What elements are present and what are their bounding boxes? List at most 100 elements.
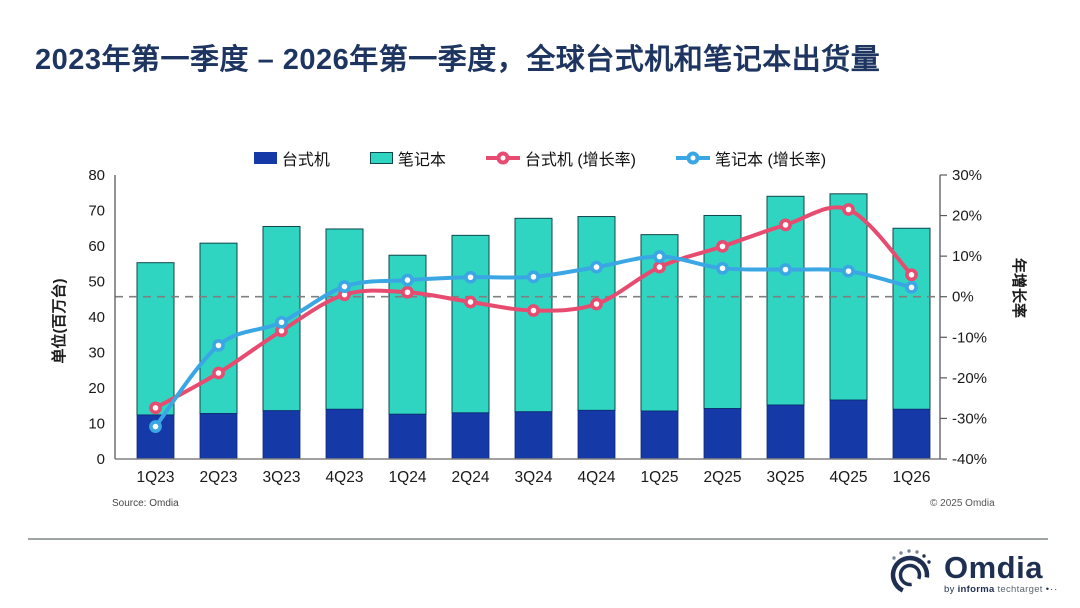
left-axis-tick-label: 20 bbox=[88, 380, 105, 397]
omdia-logo: Omdia by informa techtarget •·· bbox=[884, 546, 1058, 600]
desktop-bar-segment bbox=[577, 409, 616, 460]
desktop-growth-line-marker bbox=[401, 285, 414, 299]
x-axis-category-label: 4Q25 bbox=[830, 469, 868, 486]
desktop-growth-line-marker bbox=[527, 304, 540, 317]
desktop-bar-segment bbox=[766, 404, 805, 460]
left-axis-tick-label: 30 bbox=[88, 345, 105, 362]
legend-label: 笔记本 (增长率) bbox=[715, 152, 827, 169]
left-axis-tick-label: 80 bbox=[88, 167, 105, 184]
desktop-bar-segment bbox=[325, 408, 364, 460]
right-axis-tick-label: 30% bbox=[952, 167, 982, 184]
notebook-growth-line-marker bbox=[464, 270, 477, 284]
right-axis-title: 年增长率 bbox=[1010, 258, 1028, 318]
notebook-growth-line-marker bbox=[149, 420, 162, 433]
notebook-bar-segment bbox=[451, 234, 490, 414]
notebook-swatch-icon bbox=[369, 152, 393, 164]
desktop-growth-line-marker bbox=[212, 366, 225, 380]
desktop-growth-line-marker-icon bbox=[485, 151, 520, 165]
right-axis-tick-label: -40% bbox=[952, 451, 987, 468]
desktop-growth-line-marker bbox=[590, 297, 603, 311]
x-axis-category-label: 2Q25 bbox=[704, 469, 742, 486]
omdia-logo-icon bbox=[890, 549, 931, 595]
x-axis-category-label: 4Q23 bbox=[326, 469, 364, 486]
x-axis-category-label: 4Q24 bbox=[578, 469, 616, 486]
right-axis-tick-label: 20% bbox=[952, 208, 982, 225]
notebook-growth-line-marker bbox=[401, 273, 414, 287]
right-axis-tick-label: 10% bbox=[952, 248, 982, 265]
source-note: Source: Omdia bbox=[112, 498, 179, 509]
notebook-growth-line-marker bbox=[212, 338, 225, 352]
left-axis-title: 单位(百万台) bbox=[50, 279, 68, 364]
desktop-growth-line-marker bbox=[716, 240, 729, 253]
x-axis-category-label: 1Q23 bbox=[137, 469, 175, 486]
desktop-bar-segment bbox=[640, 410, 679, 460]
desktop-growth-line-marker bbox=[842, 203, 855, 216]
desktop-growth-line-marker bbox=[149, 401, 162, 415]
x-axis-category-label: 1Q25 bbox=[641, 469, 679, 486]
tagline-informa: informa bbox=[957, 583, 995, 595]
right-axis-tick-label: -10% bbox=[952, 329, 987, 346]
desktop-growth-line-marker bbox=[905, 268, 918, 282]
left-axis-tick-label: 50 bbox=[88, 274, 105, 291]
combo-chart: 0 10 20 30 40 50 60 70 80 -40% -30% -20% -10% 0% 10% 20… bbox=[50, 167, 1028, 486]
right-axis-tick-label: -30% bbox=[952, 410, 987, 427]
omdia-logo-text: Omdia by informa techtarget •·· bbox=[944, 552, 1058, 595]
right-axis-tick-label: -20% bbox=[952, 370, 987, 387]
notebook-growth-line-marker bbox=[905, 280, 918, 294]
copyright-note: © 2025 Omdia bbox=[930, 498, 995, 509]
notebook-bar-segment bbox=[199, 242, 238, 415]
desktop-bar-segment bbox=[703, 408, 742, 460]
legend-item-notebook-growth: 笔记本 (增长率) bbox=[676, 146, 826, 170]
tagline-techtarget: techtarget bbox=[997, 583, 1043, 595]
notebook-bar-segment bbox=[325, 228, 364, 410]
left-axis-tick-label: 0 bbox=[97, 451, 105, 468]
left-axis-tick-label: 60 bbox=[88, 238, 105, 255]
notebook-bar-segment bbox=[136, 262, 175, 416]
desktop-growth-line-marker bbox=[779, 218, 792, 232]
notebook-growth-line-marker bbox=[779, 263, 792, 276]
desktop-bar-segment bbox=[451, 412, 490, 460]
desktop-growth-line-marker bbox=[464, 295, 477, 309]
notebook-bar-segment bbox=[577, 216, 616, 411]
legend-label: 笔记本 bbox=[397, 152, 446, 169]
legend-label: 台式机 bbox=[281, 152, 330, 169]
notebook-growth-line-marker bbox=[590, 260, 603, 274]
desktop-growth-line-marker bbox=[653, 260, 666, 274]
left-axis-tick-label: 10 bbox=[88, 416, 105, 433]
right-axis-tick-label: 0% bbox=[952, 289, 974, 306]
left-axis-tick-label: 70 bbox=[88, 203, 105, 220]
omdia-brand-name: Omdia bbox=[944, 549, 1043, 585]
notebook-growth-line-marker bbox=[338, 280, 351, 293]
omdia-tagline: by informa techtarget •·· bbox=[944, 585, 1058, 595]
x-axis-category-label: 1Q26 bbox=[893, 469, 931, 486]
tagline-by: by bbox=[944, 583, 955, 595]
desktop-bar-segment bbox=[262, 410, 301, 460]
legend-item-desktop: 台式机 bbox=[253, 146, 330, 170]
x-axis-category-label: 3Q23 bbox=[263, 469, 301, 486]
footer-divider bbox=[28, 538, 1048, 540]
left-axis-tick-label: 40 bbox=[88, 309, 105, 326]
desktop-bar-segment bbox=[388, 413, 427, 460]
chart-legend: 台式机 笔记本 台式机 (增长率) 笔记本 (增长率) bbox=[0, 146, 1080, 170]
legend-label: 台式机 (增长率) bbox=[524, 152, 637, 169]
x-axis-category-label: 1Q24 bbox=[389, 469, 427, 486]
x-axis-category-label: 2Q24 bbox=[452, 469, 490, 486]
notebook-growth-line-marker bbox=[527, 270, 540, 284]
x-axis-category-label: 3Q25 bbox=[767, 469, 805, 486]
tagline-dots-icon: •·· bbox=[1045, 583, 1059, 595]
legend-item-desktop-growth: 台式机 (增长率) bbox=[485, 146, 637, 170]
notebook-growth-line-marker bbox=[842, 264, 855, 278]
desktop-bar-segment bbox=[892, 408, 931, 460]
notebook-growth-line-marker bbox=[716, 261, 729, 275]
x-axis-category-label: 3Q24 bbox=[515, 469, 553, 486]
chart-title: 2023年第一季度 – 2026年第一季度，全球台式机和笔记本出货量 bbox=[35, 44, 881, 76]
notebook-growth-line-marker bbox=[653, 250, 666, 263]
desktop-bar-segment bbox=[514, 411, 553, 460]
notebook-bar-segment bbox=[892, 227, 931, 410]
desktop-swatch-icon bbox=[253, 152, 277, 164]
desktop-bar-segment bbox=[199, 413, 238, 460]
desktop-bar-segment bbox=[829, 399, 868, 460]
legend-item-notebook: 笔记本 bbox=[369, 146, 446, 170]
notebook-growth-line-marker-icon bbox=[676, 151, 711, 165]
